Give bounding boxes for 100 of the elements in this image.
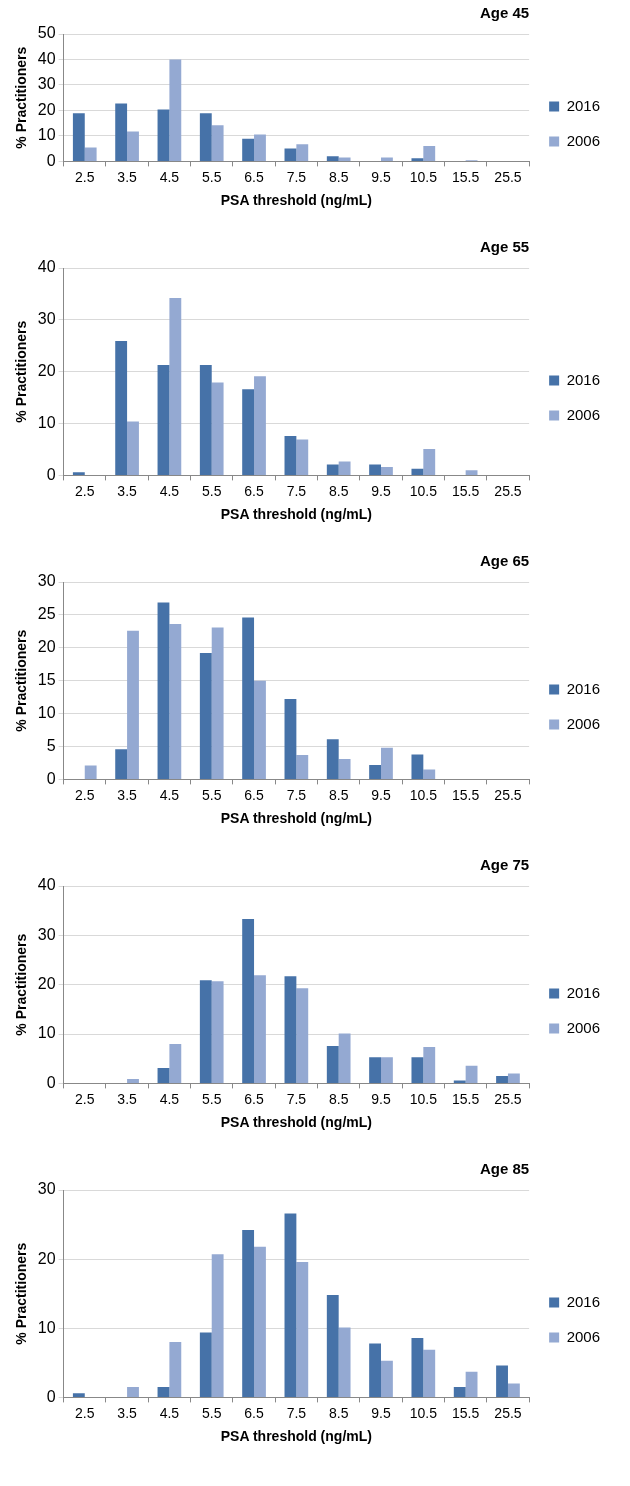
bar	[411, 158, 424, 161]
bar	[115, 749, 128, 779]
bar	[157, 364, 170, 475]
x-tick-label: 25.5	[494, 786, 522, 803]
y-tick-label: 20	[37, 638, 56, 656]
bar	[211, 627, 224, 779]
x-tick-label: 25.5	[494, 168, 522, 185]
y-tick-label: 10	[37, 1318, 56, 1336]
chart-title: Age 75	[479, 855, 530, 873]
legend-label: 2006	[566, 1327, 601, 1345]
bar	[169, 1342, 182, 1397]
bar	[84, 765, 97, 779]
y-axis-title: % Practitioners	[13, 320, 30, 423]
bar	[507, 1383, 520, 1397]
y-tick-label: 5	[46, 736, 56, 754]
y-tick-label: 40	[37, 258, 56, 276]
x-tick-label: 2.5	[75, 482, 95, 499]
x-tick-label: 5.5	[201, 786, 222, 803]
x-tick-label: 8.5	[328, 168, 349, 185]
bar	[284, 1213, 297, 1397]
legend-label: 2016	[566, 1292, 601, 1310]
bar	[127, 630, 139, 779]
bar	[284, 435, 297, 475]
legend-label: 2006	[566, 405, 601, 423]
x-tick-label: 6.5	[244, 1404, 264, 1421]
x-tick-label: 15.5	[452, 1404, 480, 1421]
bar	[254, 376, 266, 475]
bar	[453, 1387, 466, 1397]
bar	[338, 1327, 351, 1397]
x-axis-title: PSA threshold (ng/mL)	[220, 1428, 372, 1445]
legend-label: 2016	[566, 983, 601, 1001]
bar	[254, 134, 266, 161]
bar	[411, 1337, 424, 1397]
x-tick-label: 25.5	[494, 1404, 522, 1421]
chart-title: Age 55	[479, 237, 530, 255]
bar	[72, 472, 85, 475]
x-tick-label: 3.5	[117, 1404, 138, 1421]
bar	[296, 1261, 309, 1397]
bar	[296, 439, 309, 475]
x-tick-label: 15.5	[452, 482, 480, 499]
bar	[242, 1230, 255, 1397]
bar	[211, 981, 224, 1083]
bar	[338, 759, 351, 779]
bar	[72, 1393, 85, 1397]
x-tick-label: 3.5	[117, 168, 138, 185]
legend-label: 2006	[566, 131, 601, 149]
y-axis-title: % Practitioners	[13, 46, 30, 149]
x-tick-label: 15.5	[452, 168, 480, 185]
bar	[242, 919, 255, 1083]
y-tick-label: 15	[37, 671, 56, 689]
x-tick-label: 25.5	[494, 1090, 522, 1107]
bar	[72, 113, 85, 161]
x-tick-label: 7.5	[286, 1404, 307, 1421]
bar	[496, 1076, 508, 1083]
y-tick-label: 30	[37, 925, 56, 943]
y-tick-label: 20	[37, 1249, 56, 1267]
bar	[326, 464, 339, 475]
bar	[465, 1065, 478, 1083]
y-tick-label: 30	[37, 572, 56, 590]
y-tick-label: 0	[46, 769, 56, 787]
chart-title: Age 65	[479, 551, 530, 569]
legend-label: 2016	[566, 679, 601, 697]
y-tick-label: 0	[46, 1073, 56, 1091]
bar	[507, 1073, 520, 1083]
legend-label: 2016	[566, 96, 601, 114]
y-tick-label: 30	[37, 75, 56, 93]
bar	[169, 624, 182, 779]
bar	[199, 364, 212, 475]
bar	[369, 1343, 382, 1397]
legend-label: 2016	[566, 370, 601, 388]
x-tick-label: 9.5	[371, 482, 391, 499]
bar	[296, 755, 309, 779]
bar	[423, 1349, 436, 1397]
y-axis-title: % Practitioners	[13, 933, 30, 1036]
bar	[369, 764, 382, 779]
bar	[326, 1295, 339, 1397]
y-tick-label: 30	[37, 1180, 56, 1198]
bar	[242, 389, 255, 475]
x-tick-label: 2.5	[75, 1404, 95, 1421]
x-tick-label: 10.5	[409, 1404, 438, 1421]
y-tick-label: 20	[37, 100, 56, 118]
y-tick-label: 10	[37, 126, 56, 144]
y-tick-label: 0	[46, 1387, 56, 1405]
bar	[211, 125, 224, 161]
bar	[338, 461, 351, 475]
y-tick-label: 10	[37, 1024, 56, 1042]
x-tick-label: 9.5	[371, 168, 391, 185]
x-tick-label: 7.5	[286, 1090, 307, 1107]
bar	[199, 113, 212, 161]
x-tick-label: 5.5	[201, 1404, 222, 1421]
x-tick-label: 10.5	[409, 482, 438, 499]
chart-title: Age 85	[479, 1159, 530, 1177]
x-tick-label: 5.5	[201, 482, 222, 499]
bar	[338, 157, 351, 161]
bar	[115, 341, 128, 475]
bar	[465, 470, 478, 475]
x-tick-label: 7.5	[286, 786, 307, 803]
bar	[496, 1365, 508, 1397]
x-tick-label: 2.5	[75, 168, 95, 185]
x-tick-label: 25.5	[494, 482, 522, 499]
